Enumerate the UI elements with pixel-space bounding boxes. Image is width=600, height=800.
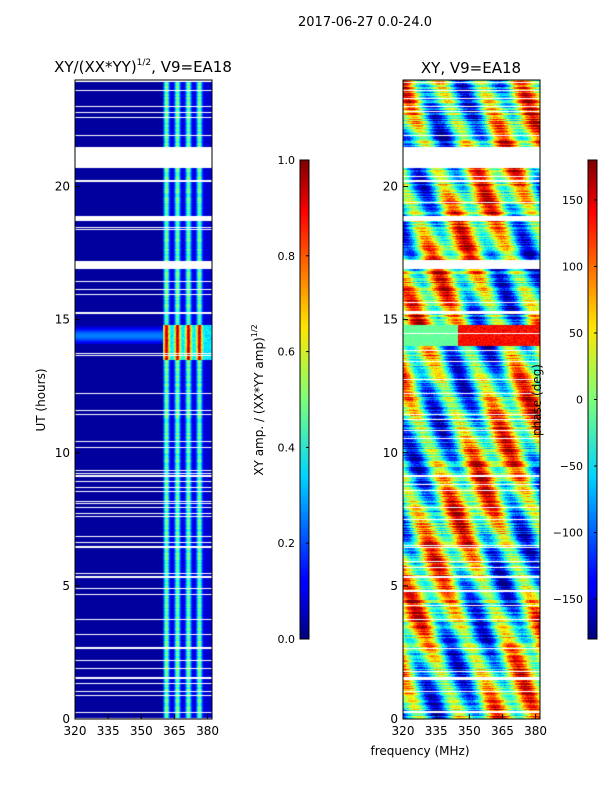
phase-cbar-tick-label-5: 100 bbox=[562, 260, 583, 273]
phase-xtick-label-2: 350 bbox=[458, 724, 481, 738]
phase-title: XY, V9=EA18 bbox=[421, 59, 521, 77]
phase-cbar-tick-label-4: 50 bbox=[569, 327, 583, 340]
amp-xtick-label-3: 365 bbox=[163, 724, 186, 738]
amp-cbar-tick-label-5: 1.0 bbox=[278, 154, 296, 167]
amp-title-suffix: , V9=EA18 bbox=[151, 58, 232, 76]
phase-xtick-label-4: 380 bbox=[524, 724, 547, 738]
phase-cbar-tick-label-3: 0 bbox=[576, 394, 583, 407]
phase-cbar-tick-label-6: 150 bbox=[562, 194, 583, 207]
shared-xlabel: frequency (MHz) bbox=[370, 744, 469, 758]
amp-title-exp: 1/2 bbox=[137, 58, 151, 68]
amp-colorbar-label: XY amp. / (XX*YY amp)1/2 bbox=[250, 324, 266, 475]
amp-ytick-label-1: 5 bbox=[62, 579, 70, 593]
phase-ytick-label-0: 0 bbox=[390, 712, 398, 726]
amp-cbar-tick-label-1: 0.2 bbox=[278, 537, 296, 550]
phase-colorbar-label: phase (deg) bbox=[530, 364, 544, 436]
phase-xtick-label-3: 365 bbox=[491, 724, 514, 738]
amp-cbar-tick-label-0: 0.0 bbox=[278, 633, 296, 646]
phase-panel: XY, V9=EA18 320 335 350 365 380 0 5 10 15 20 −150… bbox=[383, 59, 598, 739]
phase-ytick-label-4: 20 bbox=[383, 180, 398, 194]
amp-cbar-tick-label-3: 0.6 bbox=[278, 346, 296, 359]
phase-axes-frame bbox=[402, 79, 541, 720]
amp-title-main: XY/(XX*YY) bbox=[54, 58, 137, 76]
figure-suptitle: 2017-06-27 0.0-24.0 bbox=[298, 15, 432, 30]
amp-panel: XY/(XX*YY)1/2, V9=EA18 320 335 350 365 38005… bbox=[34, 58, 310, 739]
phase-ytick-label-1: 5 bbox=[390, 579, 398, 593]
amp-xtick-label-1: 335 bbox=[97, 724, 120, 738]
amp-xtick-label-0: 320 bbox=[64, 724, 87, 738]
amp-colorbar-ticks: 0.0 0.2 0.4 0.6 0.8 1.0 bbox=[278, 154, 309, 646]
amp-colorbar bbox=[299, 159, 310, 640]
amp-ylabel: UT (hours) bbox=[34, 368, 48, 431]
phase-cbar-tick-label-2: −50 bbox=[560, 460, 583, 473]
amp-title: XY/(XX*YY)1/2, V9=EA18 bbox=[54, 58, 232, 76]
phase-ytick-label-3: 15 bbox=[383, 313, 398, 327]
phase-xtick-label-1: 335 bbox=[425, 724, 448, 738]
phase-ticks: 320 335 350 365 380 0 5 10 15 20 bbox=[383, 180, 547, 739]
phase-xtick-label-0: 320 bbox=[392, 724, 415, 738]
phase-cbar-tick-label-0: −150 bbox=[553, 593, 583, 606]
amp-heatmap bbox=[75, 80, 212, 719]
phase-heatmap bbox=[403, 80, 540, 719]
amp-colorbar-label-exp: 1/2 bbox=[250, 324, 259, 337]
amp-cbar-tick-label-2: 0.4 bbox=[278, 441, 296, 454]
amp-xtick-label-2: 350 bbox=[130, 724, 153, 738]
amp-ytick-label-0: 0 bbox=[62, 712, 70, 726]
phase-ytick-label-2: 10 bbox=[383, 446, 398, 460]
amp-cbar-tick-label-4: 0.8 bbox=[278, 250, 296, 263]
amp-ticks: 320 335 350 365 380 0 5 10 15 20 bbox=[55, 180, 219, 739]
amp-xtick-label-4: 380 bbox=[196, 724, 219, 738]
phase-colorbar-ticks: −150 −100 −50 0 50 100 150 bbox=[553, 194, 597, 606]
amp-ytick-label-4: 20 bbox=[55, 180, 70, 194]
phase-cbar-tick-label-1: −100 bbox=[553, 527, 583, 540]
amp-ytick-label-3: 15 bbox=[55, 313, 70, 327]
amp-colorbar-label-main: XY amp. / (XX*YY amp) bbox=[252, 337, 266, 475]
amp-axes-frame bbox=[74, 79, 213, 720]
amp-ytick-label-2: 10 bbox=[55, 446, 70, 460]
